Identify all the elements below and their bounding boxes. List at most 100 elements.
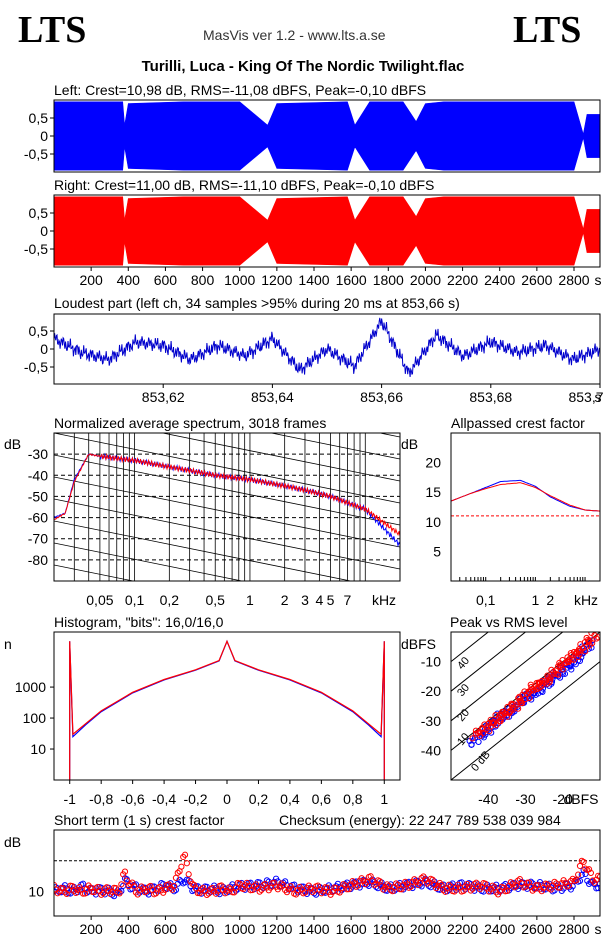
shortcrest-point-right (371, 881, 378, 889)
shortcrest-time-axis-tick-label: 2000 (410, 921, 441, 937)
peakrms-y-tick-label: -40 (421, 742, 441, 758)
shortcrest-point-right (283, 889, 291, 896)
time-axis-tick-label: 1800 (373, 272, 404, 288)
spectrum-x-tick-label: 1 (246, 592, 254, 608)
loudest-x-tick-label: 853,66 (360, 389, 403, 405)
peakrms-point-right (509, 706, 516, 714)
peakrms-diagonal-label: 20 (455, 707, 472, 724)
time-axis-tick-label: 400 (117, 272, 141, 288)
spectrum-x-unit: kHz (372, 592, 396, 608)
histogram-x-tick-label: -0,4 (152, 791, 176, 807)
shortcrest-point-right (254, 884, 261, 892)
peakrms-point-right (472, 727, 480, 734)
shortcrest-point-right (347, 881, 354, 888)
spectrum-slope-line (54, 542, 244, 581)
peakrms-diagonal (451, 632, 564, 722)
shortcrest-point-right (562, 879, 569, 886)
histogram-frame (53, 631, 401, 781)
app-title: MasVis ver 1.2 - www.lts.a.se (203, 27, 386, 43)
crest-x-tick-label: 1 (531, 592, 539, 608)
shortcrest-point-right (573, 877, 580, 884)
histogram-x-tick-label: -0,2 (183, 791, 207, 807)
peakrms-point-left (552, 671, 559, 679)
shortcrest-point-right (434, 882, 442, 890)
shortcrest-point-right (580, 858, 587, 866)
histogram-x-tick-label: 0,8 (343, 791, 363, 807)
loudest-x-tick-label: 853,68 (469, 389, 512, 405)
shortcrest-point-right (376, 878, 383, 885)
shortcrest-point-right (575, 871, 582, 878)
peakrms-point-right (533, 679, 540, 687)
spectrum-slope-line (54, 609, 400, 679)
crest-line-left (451, 479, 600, 512)
left-y-tick-label: 0 (40, 128, 48, 144)
spectrum-slope-line (54, 454, 400, 526)
right-y-tick-label: 0 (40, 223, 48, 239)
shortcrest-point-right (72, 889, 79, 897)
peakrms-y-tick-label: -10 (421, 654, 441, 670)
crest-x-tick-label: 2 (546, 592, 554, 608)
shortcrest-point-right (505, 882, 513, 889)
shortcrest-point-right (196, 890, 203, 897)
shortcrest-point-right (294, 886, 301, 894)
time-axis-tick-label: 1000 (224, 272, 255, 288)
peakrms-point-right (479, 726, 486, 733)
loudest-y-tick-label: -0,5 (24, 359, 48, 375)
peakrms-point-right (557, 664, 564, 671)
spectrum-x-tick-label: 4 (315, 592, 323, 608)
spectrum-slope-line (160, 433, 400, 482)
peakrms-point-left (568, 666, 575, 673)
peakrms-point-right (469, 735, 476, 742)
shortcrest-time-axis-tick-label: 2600 (521, 921, 552, 937)
time-axis-tick-label: 2400 (484, 272, 515, 288)
shortcrest-point-right (156, 883, 163, 891)
shortcrest-point-right (118, 881, 125, 888)
spectrum-slope-line (54, 653, 400, 723)
spectrum-line-right (54, 452, 400, 537)
crest-y-tick-label: 5 (433, 543, 441, 559)
spectrum-x-tick-label: 0,05 (86, 592, 113, 608)
shortcrest-point-right (431, 881, 438, 889)
spectrum-title: Normalized average spectrum, 3018 frames (54, 415, 327, 431)
time-axis-tick-label: 1200 (261, 272, 292, 288)
peakrms-point-right (595, 634, 600, 641)
peakrms-x-tick-label: -40 (478, 791, 498, 807)
shortcrest-point-right (413, 878, 420, 886)
crest-frame (450, 432, 601, 582)
peakrms-x-unit: dBFS (563, 791, 598, 807)
shortcrest-point-right (513, 882, 520, 889)
shortcrest-time-axis-tick-label: 1400 (298, 921, 329, 937)
spectrum-y-tick-label: -70 (28, 531, 48, 547)
histogram-line-left (69, 639, 385, 780)
shortcrest-time-axis-tick-label: 400 (117, 921, 141, 937)
time-axis-tick-label: 2800 (558, 272, 589, 288)
shortcrest-point-left (356, 884, 363, 891)
time-axis-tick-label: 2200 (447, 272, 478, 288)
shortcrest-point-right (252, 881, 260, 888)
histogram-x-tick-label: 1 (380, 791, 388, 807)
histogram-y-tick-label: 100 (23, 710, 47, 726)
shortcrest-time-axis-tick-label: 2800 (558, 921, 589, 937)
spectrum-slope-line (54, 520, 353, 581)
shortcrest-point-left (232, 887, 240, 894)
shortcrest-point-right (382, 884, 389, 891)
peakrms-point-right (497, 716, 505, 723)
shortcrest-point-right (489, 882, 496, 889)
histogram-x-tick-label: 0 (223, 791, 231, 807)
shortcrest-point-right (442, 888, 449, 895)
histogram-line-right (69, 639, 385, 780)
shortcrest-point-right (529, 887, 536, 894)
peakrms-diagonal (451, 632, 600, 752)
peakrms-point-right (501, 710, 508, 717)
crest-x-unit: kHz (574, 592, 598, 608)
shortcrest-point-right (63, 890, 70, 898)
shortcrest-point-left (263, 877, 271, 884)
peakrms-point-right (519, 691, 526, 698)
peakrms-point-right (568, 656, 575, 663)
spectrum-slope-line (54, 476, 400, 548)
shortcrest-point-right (200, 884, 207, 891)
shortcrest-time-axis-tick-label: 1600 (336, 921, 367, 937)
left-y-tick-label: 0,5 (29, 110, 49, 126)
peakrms-y-tick-label: -20 (421, 683, 441, 699)
